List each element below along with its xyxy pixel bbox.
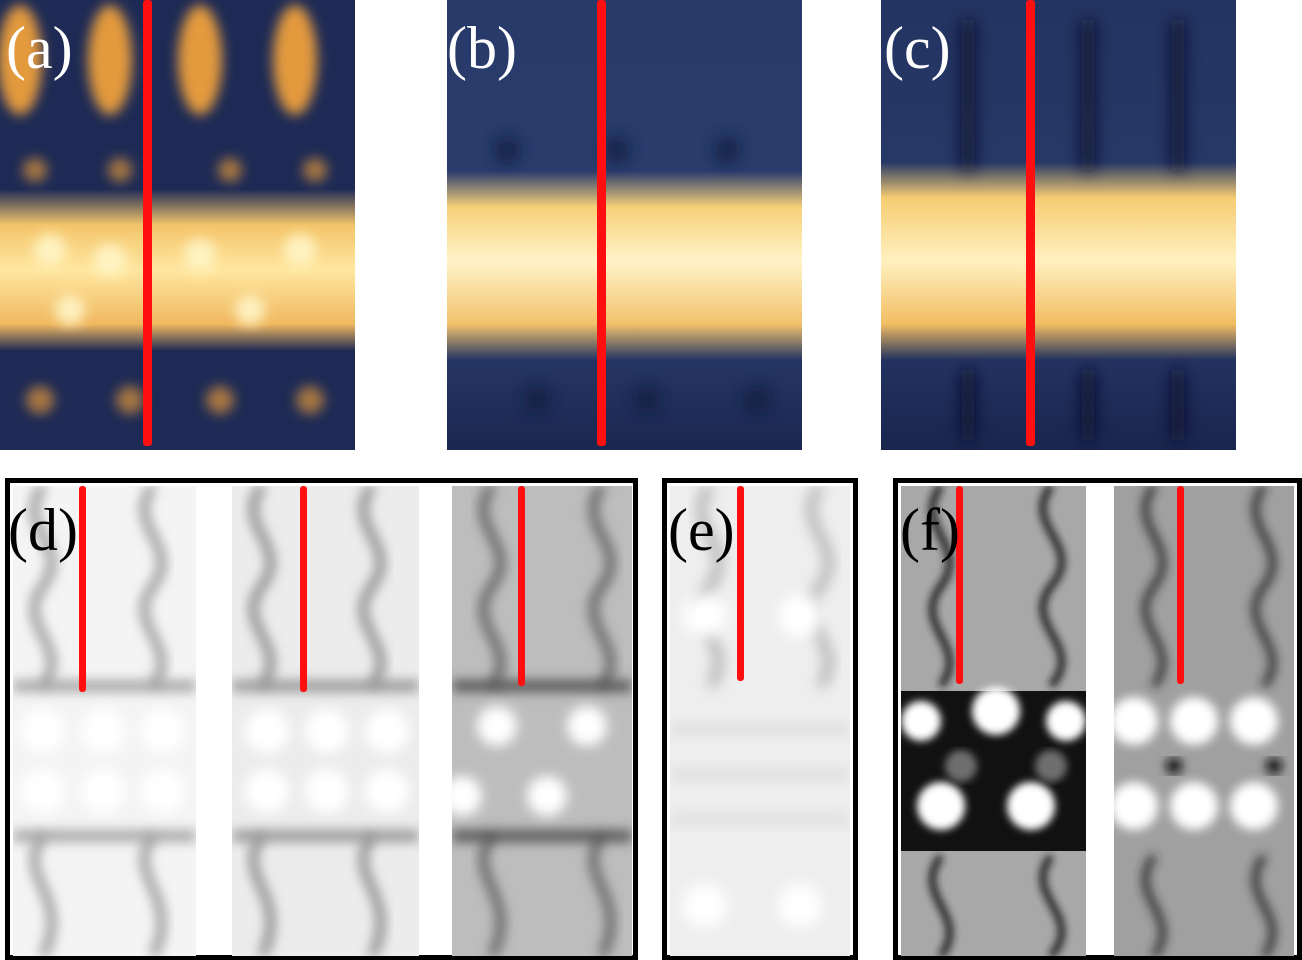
panel-d-frame (5, 478, 638, 960)
panel-label-a: (a) (6, 15, 73, 81)
sim-image-d3 (452, 486, 632, 956)
panel-label-f: (f) (900, 497, 960, 563)
stm-image-c (881, 0, 1236, 450)
marker-line-b (597, 0, 606, 446)
stm-image-a (0, 0, 355, 450)
panel-d-sim-2 (232, 486, 419, 956)
sim-image-e (670, 486, 850, 956)
panel-d-sim-1 (13, 486, 196, 956)
stm-image-b (447, 0, 802, 450)
panel-f-sim-2 (1114, 486, 1294, 956)
panel-label-c: (c) (884, 15, 951, 81)
marker-line-c (1026, 0, 1035, 446)
panel-c-stm-image (881, 0, 1236, 450)
panel-label-e: (e) (668, 497, 735, 563)
sim-image-d1 (13, 486, 196, 956)
panel-f-frame (893, 478, 1302, 960)
marker-line-d1 (79, 486, 86, 692)
panel-label-b: (b) (447, 15, 517, 81)
sim-image-f1 (901, 486, 1086, 956)
marker-line-e (737, 486, 744, 681)
panel-e-sim (670, 486, 850, 956)
panel-b-stm-image (447, 0, 802, 450)
marker-line-d2 (300, 486, 307, 692)
panel-f-sim-1 (901, 486, 1086, 956)
panel-label-d: (d) (8, 497, 78, 563)
panel-d-sim-3 (452, 486, 632, 956)
panel-a-stm-image (0, 0, 355, 450)
marker-line-f2 (1177, 486, 1184, 684)
marker-line-d3 (518, 486, 525, 686)
sim-image-f2 (1114, 486, 1294, 956)
marker-line-a (143, 0, 152, 446)
sim-image-d2 (232, 486, 419, 956)
marker-line-f1 (956, 486, 963, 684)
panel-e-frame (662, 478, 858, 960)
